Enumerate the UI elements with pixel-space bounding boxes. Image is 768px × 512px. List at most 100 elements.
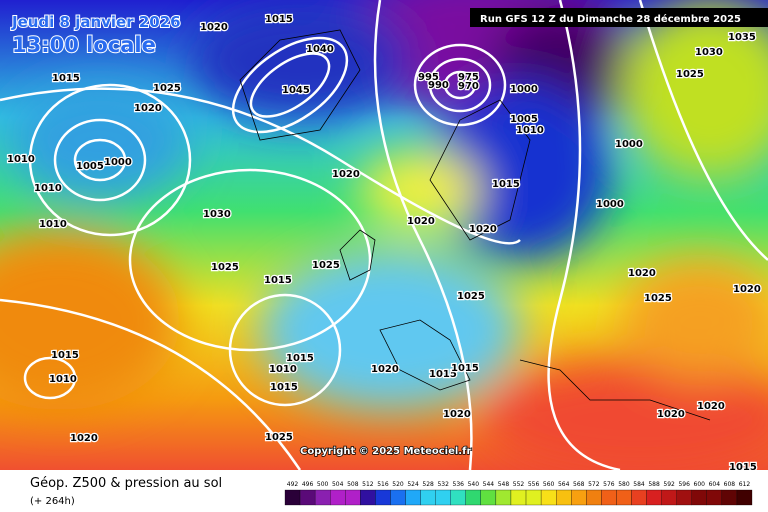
legend-swatch [601, 489, 617, 506]
legend-swatch [330, 489, 346, 506]
isobar-label: 1025 [211, 262, 239, 273]
isobar-label: 1035 [728, 32, 756, 43]
legend-level: 608 [724, 481, 736, 488]
legend-swatch [736, 489, 753, 506]
isobar-label: 1015 [286, 353, 314, 364]
isobar-label: 1025 [457, 291, 485, 302]
isobar-label: 970 [458, 81, 479, 92]
time-label: 13:00 locale [12, 33, 156, 57]
legend-level: 564 [558, 481, 570, 488]
isobar-label: 1030 [203, 209, 231, 220]
legend-swatch [390, 489, 406, 506]
date-label: Jeudi 8 janvier 2026 [11, 13, 181, 31]
isobar-label: 1010 [7, 154, 35, 165]
run-box [470, 8, 768, 27]
legend-swatch [465, 489, 481, 506]
isobar-label: 1020 [332, 169, 360, 180]
legend-swatch [284, 489, 301, 506]
isobar-label: 1025 [312, 260, 340, 271]
isobar-label: 1020 [407, 216, 435, 227]
isobar-label: 1010 [269, 364, 297, 375]
copyright: Copyright © 2025 Meteociel.fr [300, 446, 471, 457]
legend-swatch [510, 489, 527, 506]
legend-level: 576 [603, 481, 615, 488]
legend-level: 600 [694, 481, 706, 488]
isobar-label: 1025 [265, 432, 293, 443]
isobar-label: 1000 [510, 84, 538, 95]
legend-swatch [299, 489, 316, 506]
legend-swatch [646, 489, 662, 506]
legend-level: 496 [302, 481, 314, 488]
legend-level: 500 [317, 481, 329, 488]
isobar-label: 1020 [371, 364, 399, 375]
legend-swatch [495, 489, 512, 506]
legend-level: 552 [513, 481, 525, 488]
legend-level: 580 [618, 481, 630, 488]
run-label: Run GFS 12 Z du Dimanche 28 décembre 202… [480, 13, 741, 25]
legend-level: 536 [453, 481, 465, 488]
isobar-label: 1020 [628, 268, 656, 279]
isobar-label: 1015 [264, 275, 292, 286]
legend-level: 596 [678, 481, 690, 488]
isobar-label: 1020 [200, 22, 228, 33]
footer-lead: (+ 264h) [30, 496, 75, 507]
isobar-label: 1020 [697, 401, 725, 412]
isobar-label: 1005 [510, 114, 538, 125]
coastlines [239, 29, 711, 421]
isobar-label: 1000 [104, 157, 132, 168]
legend-swatch [525, 489, 542, 506]
isobar-label: 1025 [153, 83, 181, 94]
legend-swatch [631, 489, 647, 506]
legend-swatch [706, 489, 723, 506]
legend-swatch [360, 489, 376, 506]
legend-level: 512 [362, 481, 374, 488]
legend-swatch [435, 489, 451, 506]
legend-swatch [616, 489, 632, 506]
isobar-label: 1020 [657, 409, 685, 420]
legend-level: 532 [437, 481, 449, 488]
legend-swatch [586, 489, 602, 506]
isobar-label: 995 [418, 72, 439, 83]
legend-level: 528 [422, 481, 434, 488]
isobar-label: 975 [458, 72, 479, 83]
legend-level: 588 [648, 481, 660, 488]
legend-swatch [480, 489, 497, 506]
legend-level: 492 [287, 481, 299, 488]
legend-swatch [405, 489, 421, 506]
legend-swatch [345, 489, 361, 506]
legend-level: 516 [377, 481, 389, 488]
legend-swatch [661, 489, 677, 506]
isobar-label: 990 [428, 80, 449, 91]
legend-swatch [676, 489, 692, 506]
isobar-label: 1025 [676, 69, 704, 80]
legend-level: 568 [573, 481, 585, 488]
isobar-label: 1025 [644, 293, 672, 304]
legend-swatch [556, 489, 572, 506]
legend-level: 524 [407, 481, 419, 488]
isobar-label: 1015 [265, 14, 293, 25]
isobar-label: 1020 [733, 284, 761, 295]
legend-level: 544 [483, 481, 495, 488]
legend-level: 548 [498, 481, 510, 488]
legend-swatch [450, 489, 466, 506]
legend-level: 604 [709, 481, 721, 488]
isobar-label: 1020 [134, 103, 162, 114]
legend-swatch [540, 489, 557, 506]
isobar-label: 1045 [282, 85, 310, 96]
isobar-label: 1000 [615, 139, 643, 150]
footer-title: Géop. Z500 & pression au sol [30, 476, 222, 491]
isobar-label: 1020 [469, 224, 497, 235]
isobar-label: 1005 [76, 161, 104, 172]
isobar-label: 1010 [39, 219, 67, 230]
legend-swatch [420, 489, 436, 506]
legend-level: 592 [663, 481, 675, 488]
isobar-label: 1030 [695, 47, 723, 58]
legend-swatch [375, 489, 391, 506]
isobar-label: 1020 [443, 409, 471, 420]
isobar-label: 1015 [492, 179, 520, 190]
isobar-label: 1010 [516, 125, 544, 136]
isobar-label: 1040 [306, 44, 334, 55]
